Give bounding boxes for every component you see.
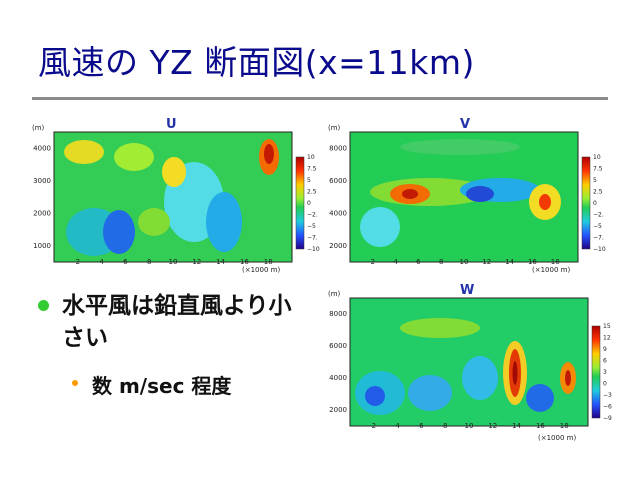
panel-w-plot: W (m) 8000 6000 4000 2000 2 4 6 8 10 12 14 16 18 15 12… <box>328 283 612 442</box>
panel-u-plot: U (m) 4000 3000 2000 1000 2 4 6 8 10 12 14 16 18 10 7.… <box>32 117 320 274</box>
x-tick-label: 18 <box>264 258 273 266</box>
colorbar-label: −7. <box>593 235 604 242</box>
y-tick-label: 4000 <box>329 209 347 217</box>
x-tick-label: 6 <box>416 258 421 266</box>
x-tick-label: 6 <box>419 422 424 430</box>
x-tick-label: 2 <box>372 422 376 430</box>
colorbar-label: 10 <box>307 154 315 161</box>
x-tick-label: 8 <box>439 258 443 266</box>
colorbar-label: 9 <box>603 346 607 353</box>
x-tick-label: 14 <box>512 422 521 430</box>
panel-v-label: V <box>460 117 470 132</box>
colorbar-label: 0 <box>307 200 311 207</box>
x-tick-label: 2 <box>76 258 80 266</box>
x-tick-label: 10 <box>465 422 474 430</box>
x-tick-label: 6 <box>123 258 128 266</box>
colorbar-label: 6 <box>603 358 607 365</box>
y-tick-label: 3000 <box>33 177 51 185</box>
colorbar-label: 3 <box>603 369 607 376</box>
colorbar-label: 12 <box>603 335 611 342</box>
x-tick-label: 10 <box>169 258 178 266</box>
panel-w-xunit: (×1000 m) <box>538 434 576 442</box>
y-tick-label: 6000 <box>329 342 347 350</box>
y-tick-label: 2000 <box>329 406 347 414</box>
title-divider <box>32 97 608 100</box>
colorbar-label: 2.5 <box>593 189 603 196</box>
x-tick-label: 2 <box>371 258 375 266</box>
bullet-marker <box>38 300 49 311</box>
panel-v-xunit: (×1000 m) <box>532 266 570 274</box>
x-tick-label: 16 <box>528 258 537 266</box>
colorbar-label: −3 <box>603 392 612 399</box>
colorbar-label: 7.5 <box>593 166 603 173</box>
y-tick-label: 4000 <box>329 374 347 382</box>
colorbar-label: −9 <box>603 415 612 422</box>
panel-u-label: U <box>166 117 177 132</box>
x-tick-label: 16 <box>536 422 545 430</box>
panel-u-yunit: (m) <box>32 124 45 132</box>
x-tick-label: 16 <box>240 258 249 266</box>
colorbar-label: 15 <box>603 323 611 330</box>
panel-u-colorbar <box>295 156 305 250</box>
y-tick-label: 2000 <box>329 242 347 250</box>
x-tick-label: 4 <box>393 258 398 266</box>
slide-title: 風速の YZ 断面図(x=11km) <box>38 43 475 82</box>
panel-v-plot: V (m) 8000 6000 4000 2000 2 4 6 8 10 12 14 16 18 10 7.… <box>328 117 606 274</box>
panel-w-blobs <box>355 318 576 415</box>
x-tick-label: 8 <box>443 422 447 430</box>
colorbar-label: −6 <box>603 404 612 411</box>
y-tick-label: 1000 <box>33 242 51 250</box>
colorbar-label: −2. <box>593 212 604 219</box>
x-tick-label: 8 <box>147 258 151 266</box>
colorbar-label: −7. <box>307 235 318 242</box>
colorbar-label: 2.5 <box>307 189 317 196</box>
sub-bullet-text: 数 m/sec 程度 <box>92 374 232 398</box>
x-tick-label: 12 <box>482 258 491 266</box>
x-tick-label: 4 <box>395 422 400 430</box>
panel-u-xunit: (×1000 m) <box>242 266 280 274</box>
colorbar-label: 7.5 <box>307 166 317 173</box>
colorbar-label: −10 <box>593 246 606 253</box>
panel-w-colorbar <box>591 325 601 419</box>
panel-v-yunit: (m) <box>328 124 341 132</box>
y-tick-label: 6000 <box>329 177 347 185</box>
panel-v-colorbar <box>581 156 591 250</box>
panel-u-blobs <box>64 139 279 256</box>
x-tick-label: 12 <box>192 258 201 266</box>
x-tick-label: 14 <box>505 258 514 266</box>
colorbar-label: −10 <box>307 246 320 253</box>
colorbar-label: 0 <box>593 200 597 207</box>
colorbar-label: 5 <box>593 177 597 184</box>
y-tick-label: 2000 <box>33 209 51 217</box>
colorbar-label: 10 <box>593 154 601 161</box>
sub-bullet-marker <box>72 380 78 386</box>
colorbar-label: −5 <box>593 223 602 230</box>
y-tick-label: 4000 <box>33 144 51 152</box>
panel-w-yunit: (m) <box>328 290 341 298</box>
x-tick-label: 4 <box>99 258 104 266</box>
panel-w-label: W <box>460 283 474 298</box>
x-tick-label: 18 <box>551 258 560 266</box>
panel-v-blobs <box>360 139 561 247</box>
x-tick-label: 12 <box>488 422 497 430</box>
x-tick-label: 14 <box>216 258 225 266</box>
y-tick-label: 8000 <box>329 144 347 152</box>
colorbar-label: −2. <box>307 212 318 219</box>
x-tick-label: 10 <box>460 258 469 266</box>
bullet-text: 水平風は鉛直風より小さい <box>62 293 292 351</box>
colorbar-label: 0 <box>603 381 607 388</box>
colorbar-label: 5 <box>307 177 311 184</box>
x-tick-label: 18 <box>560 422 569 430</box>
y-tick-label: 8000 <box>329 310 347 318</box>
colorbar-label: −5 <box>307 223 316 230</box>
